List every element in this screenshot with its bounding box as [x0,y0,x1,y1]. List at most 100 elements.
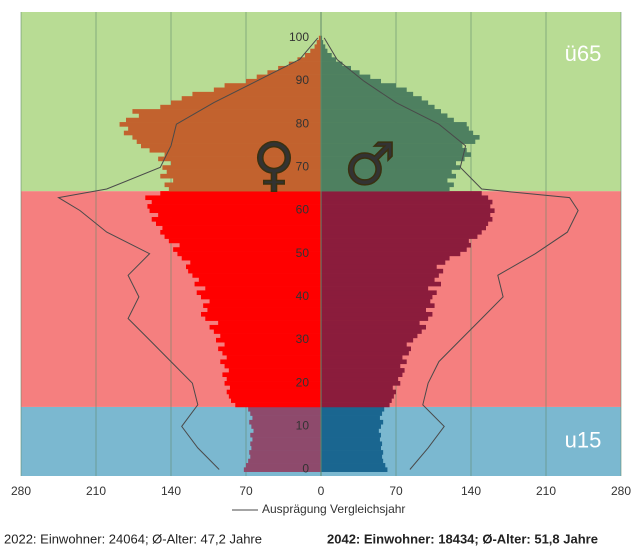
y-tick-label: 0 [302,462,309,476]
bar [321,264,437,270]
bar [160,173,321,179]
bar [321,87,407,93]
bar [321,406,385,412]
bar [321,225,486,231]
sex-symbol: ♀ [253,130,295,198]
bar [321,355,403,360]
bar [321,221,489,226]
bar [209,299,321,304]
bar [224,83,321,88]
bar [164,152,321,157]
bar [321,342,407,347]
bar [321,156,465,162]
bar [246,463,321,468]
y-tick-label: 90 [296,73,310,87]
bar [321,277,435,283]
bar [231,398,321,403]
bar [321,143,463,149]
bar [321,441,383,447]
bar [321,368,405,373]
bar [321,57,336,62]
y-tick-label: 40 [296,289,310,303]
bar [321,320,420,326]
bar [160,229,321,235]
bar [162,225,321,231]
bar [321,376,399,382]
bar [321,229,482,235]
bar [141,143,321,149]
bar [321,324,426,330]
bar [136,139,321,144]
bar [321,147,467,153]
x-tick-label: 70 [389,484,403,498]
bar [162,165,321,170]
bar [321,104,435,110]
bar [321,83,396,88]
y-tick-label: 60 [296,203,310,217]
x-tick-label: 140 [161,484,181,498]
bar [321,251,461,257]
x-tick-label: 280 [11,484,31,498]
bar [164,234,321,239]
bar [321,182,454,188]
bar [138,113,321,119]
bar [171,100,321,106]
bar [310,48,321,54]
bar [201,311,321,317]
bar [179,242,321,248]
bar [321,212,491,218]
bar [252,437,321,442]
bar [321,242,471,248]
bar [321,130,474,136]
bar [181,255,321,261]
bar [158,156,321,162]
bar [321,398,392,403]
bar [321,299,431,304]
bar [321,402,390,408]
bar [250,441,321,447]
bar [224,342,321,347]
bar [222,372,321,378]
bar [321,428,379,434]
reference-line [57,37,319,470]
bar [321,255,450,261]
bar [226,389,321,395]
y-tick-label: 80 [296,116,310,130]
bar [321,268,444,274]
bar [149,147,321,153]
bar [321,359,407,365]
bar [321,415,380,421]
bar [188,268,321,274]
bar [243,467,321,472]
bar [321,260,446,265]
bar [177,251,321,257]
bar [218,346,321,352]
bar [321,178,448,183]
bar [316,40,321,45]
bar [321,337,414,343]
bar [132,109,321,114]
bar [151,199,321,205]
bar [321,389,396,395]
bar [321,96,422,101]
bar [321,44,326,49]
bar [213,329,321,334]
bar [321,432,381,438]
bar [198,277,321,283]
bar [196,290,321,296]
bar [224,363,321,369]
bar [203,303,321,308]
bar [228,393,321,399]
bar [321,74,371,80]
bar [321,458,384,464]
bar [218,320,321,326]
bar [251,424,321,429]
bar [151,217,321,222]
bar [321,445,381,451]
bar [235,402,321,408]
bar [304,53,321,58]
bar [321,173,456,179]
y-tick-label: 20 [296,375,310,389]
y-tick-label: 100 [289,30,309,44]
